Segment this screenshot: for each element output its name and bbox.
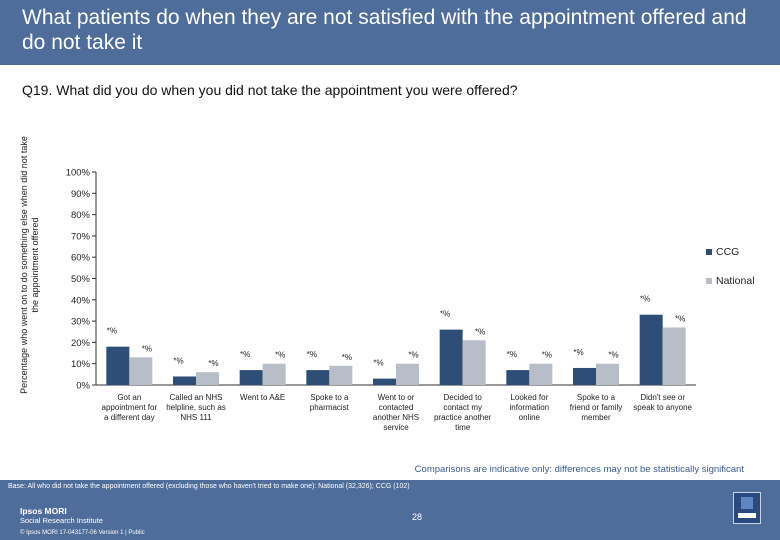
- x-tick-label-1: appointment for: [102, 403, 158, 412]
- bar-ccg-9: [639, 314, 663, 385]
- legend-label-national: National: [716, 275, 755, 287]
- data-label-ccg-1: *%: [107, 327, 117, 336]
- data-label-ccg-9: *%: [640, 295, 650, 304]
- x-tick-label-9: Didn't see or: [640, 393, 685, 402]
- x-tick-label-3: Went to A&E: [240, 393, 285, 402]
- bar-national-3: [262, 363, 286, 385]
- bar-ccg-8: [573, 367, 596, 385]
- logo-line-1: Ipsos MORI: [20, 506, 67, 516]
- bar-ccg-2: [173, 376, 196, 385]
- x-tick-label-7: Looked for: [510, 393, 548, 402]
- data-label-ccg-6: *%: [440, 310, 450, 319]
- x-tick-label-5: contacted: [379, 403, 414, 412]
- bar-national-7: [529, 363, 553, 385]
- bar-ccg-7: [506, 370, 530, 385]
- x-tick-label-2: helpline, such as: [166, 403, 226, 412]
- x-tick-label-8: friend or family: [570, 403, 622, 412]
- x-tick-label-1: a different day: [104, 413, 155, 422]
- x-tick-label-1: Got an: [117, 393, 141, 402]
- y-tick-label: 50%: [71, 274, 91, 285]
- bar-national-8: [596, 363, 619, 385]
- data-label-national-4: *%: [342, 353, 352, 362]
- data-label-ccg-5: *%: [373, 359, 383, 368]
- ipsos-logo: Ipsos MORI Social Research Institute: [20, 506, 103, 526]
- slide-title: What patients do when they are not satis…: [22, 6, 747, 54]
- bar-ccg-5: [373, 378, 396, 385]
- x-tick-label-2: Called an NHS: [170, 393, 223, 402]
- bar-ccg-1: [106, 346, 130, 385]
- page-number: 28: [412, 512, 423, 522]
- x-tick-label-8: member: [581, 413, 611, 422]
- footer-band: Base: All who did not take the appointme…: [0, 480, 780, 540]
- bar-national-5: [396, 363, 419, 385]
- data-label-ccg-4: *%: [307, 350, 317, 359]
- y-tick-label: 0%: [76, 381, 90, 392]
- x-tick-label-4: pharmacist: [310, 403, 350, 412]
- y-tick-label: 30%: [71, 317, 91, 328]
- y-tick-label: 10%: [71, 359, 91, 370]
- header-band: What patients do when they are not satis…: [0, 0, 780, 65]
- bar-chart: 0% 10% 20% 30% 40% 50% 60% 70% 80% 90% 100% *% *% Go…: [66, 168, 755, 433]
- x-tick-label-6: practice another: [434, 413, 492, 422]
- data-label-national-9: *%: [675, 314, 685, 323]
- bar-ccg-6: [439, 329, 463, 385]
- x-tick-label-6: Decided to: [444, 393, 483, 402]
- x-tick-label-5: another NHS: [373, 413, 419, 422]
- data-label-national-2: *%: [208, 359, 218, 368]
- data-label-national-6: *%: [475, 327, 485, 336]
- data-label-national-7: *%: [542, 351, 552, 360]
- y-tick-label: 40%: [71, 295, 91, 306]
- x-tick-label-4: Spoke to a: [310, 393, 349, 402]
- comparison-note: Comparisons are indicative only: differe…: [414, 464, 744, 475]
- y-tick-label: 100%: [66, 168, 91, 179]
- data-label-ccg-8: *%: [573, 348, 583, 357]
- x-tick-label-6: time: [455, 423, 471, 432]
- x-tick-label-9: speak to anyone: [633, 403, 692, 412]
- data-label-ccg-7: *%: [507, 350, 517, 359]
- bar-national-4: [329, 365, 353, 385]
- bar-national-1: [129, 357, 153, 385]
- legend-swatch-national: [706, 278, 712, 284]
- y-tick-label: 90%: [71, 189, 91, 200]
- x-tick-label-8: Spoke to a: [577, 393, 616, 402]
- x-tick-label-5: Went to or: [378, 393, 415, 402]
- data-label-national-5: *%: [408, 351, 418, 360]
- bar-ccg-3: [239, 370, 263, 385]
- logo-line-2: Social Research Institute: [20, 516, 103, 525]
- base-note: Base: All who did not take the appointme…: [8, 483, 410, 490]
- legend-swatch-ccg: [706, 249, 712, 255]
- y-tick-label: 60%: [71, 253, 91, 264]
- footer-meta: © Ipsos MORI 17-043177-06 Version 1 | Pu…: [20, 530, 145, 536]
- bar-national-9: [662, 327, 686, 385]
- x-tick-label-7: online: [519, 413, 541, 422]
- y-tick-label: 20%: [71, 338, 91, 349]
- data-label-national-8: *%: [608, 351, 618, 360]
- y-tick-label: 70%: [71, 231, 91, 242]
- x-tick-label-2: NHS 111: [180, 413, 212, 422]
- legend-label-ccg: CCG: [716, 246, 739, 258]
- bar-ccg-4: [306, 370, 330, 385]
- x-tick-label-5: service: [383, 423, 409, 432]
- bars: [106, 314, 686, 385]
- data-label-national-1: *%: [142, 344, 152, 353]
- question-text: Q19. What did you do when you did not ta…: [22, 82, 518, 98]
- data-label-national-3: *%: [275, 351, 285, 360]
- data-label-ccg-2: *%: [173, 356, 183, 365]
- y-tick-label: 80%: [71, 210, 91, 221]
- bar-national-2: [196, 372, 219, 385]
- x-tick-label-7: information: [510, 403, 550, 412]
- bar-national-6: [462, 340, 486, 385]
- brand-badge-icon: [733, 492, 761, 524]
- legend: CCG National: [706, 246, 755, 287]
- data-label-ccg-3: *%: [240, 350, 250, 359]
- x-tick-label-6: contact my: [443, 403, 482, 412]
